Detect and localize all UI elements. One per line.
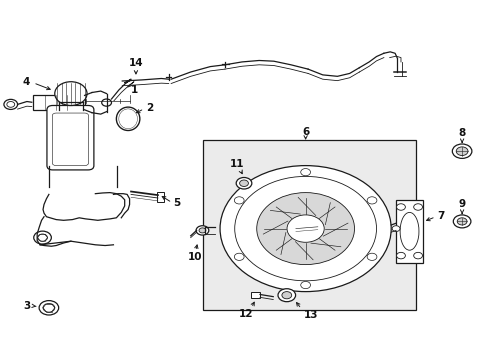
Text: 1: 1 <box>131 85 138 95</box>
Text: 9: 9 <box>458 199 465 209</box>
Circle shape <box>4 99 18 109</box>
Circle shape <box>456 218 466 225</box>
Circle shape <box>396 252 405 259</box>
Circle shape <box>102 99 111 106</box>
FancyBboxPatch shape <box>52 113 88 166</box>
Circle shape <box>300 168 310 176</box>
Bar <box>203 140 415 310</box>
Circle shape <box>256 193 354 265</box>
Circle shape <box>239 180 248 186</box>
Bar <box>251 292 260 298</box>
Circle shape <box>43 303 55 312</box>
Circle shape <box>455 147 467 156</box>
Circle shape <box>34 231 51 244</box>
Circle shape <box>234 176 376 281</box>
Circle shape <box>286 215 324 242</box>
Circle shape <box>7 102 15 107</box>
Circle shape <box>55 82 87 105</box>
Text: 2: 2 <box>145 103 153 113</box>
Circle shape <box>234 197 244 204</box>
Circle shape <box>234 253 244 260</box>
Bar <box>395 200 422 263</box>
Circle shape <box>413 252 422 259</box>
Circle shape <box>300 282 310 289</box>
Text: 5: 5 <box>173 198 181 208</box>
Circle shape <box>39 301 59 315</box>
Circle shape <box>396 204 405 210</box>
Circle shape <box>413 204 422 210</box>
Circle shape <box>281 292 291 299</box>
Circle shape <box>38 234 47 241</box>
Text: 6: 6 <box>302 127 308 137</box>
Circle shape <box>452 215 470 228</box>
Text: 10: 10 <box>187 252 202 262</box>
Bar <box>157 192 163 202</box>
Text: 8: 8 <box>458 127 465 138</box>
Circle shape <box>199 228 205 233</box>
Text: 7: 7 <box>437 211 444 221</box>
Text: 4: 4 <box>23 77 30 87</box>
Circle shape <box>236 177 251 189</box>
Circle shape <box>366 197 376 204</box>
Text: 11: 11 <box>229 159 244 169</box>
Circle shape <box>220 166 390 292</box>
Bar <box>33 95 84 110</box>
Text: 3: 3 <box>23 301 30 311</box>
Circle shape <box>196 226 208 235</box>
Circle shape <box>391 226 399 231</box>
Circle shape <box>366 253 376 260</box>
Circle shape <box>277 289 295 302</box>
Circle shape <box>451 144 471 158</box>
Text: 14: 14 <box>128 58 143 68</box>
FancyBboxPatch shape <box>47 105 94 170</box>
Text: 13: 13 <box>304 310 318 320</box>
Text: 12: 12 <box>239 309 253 319</box>
